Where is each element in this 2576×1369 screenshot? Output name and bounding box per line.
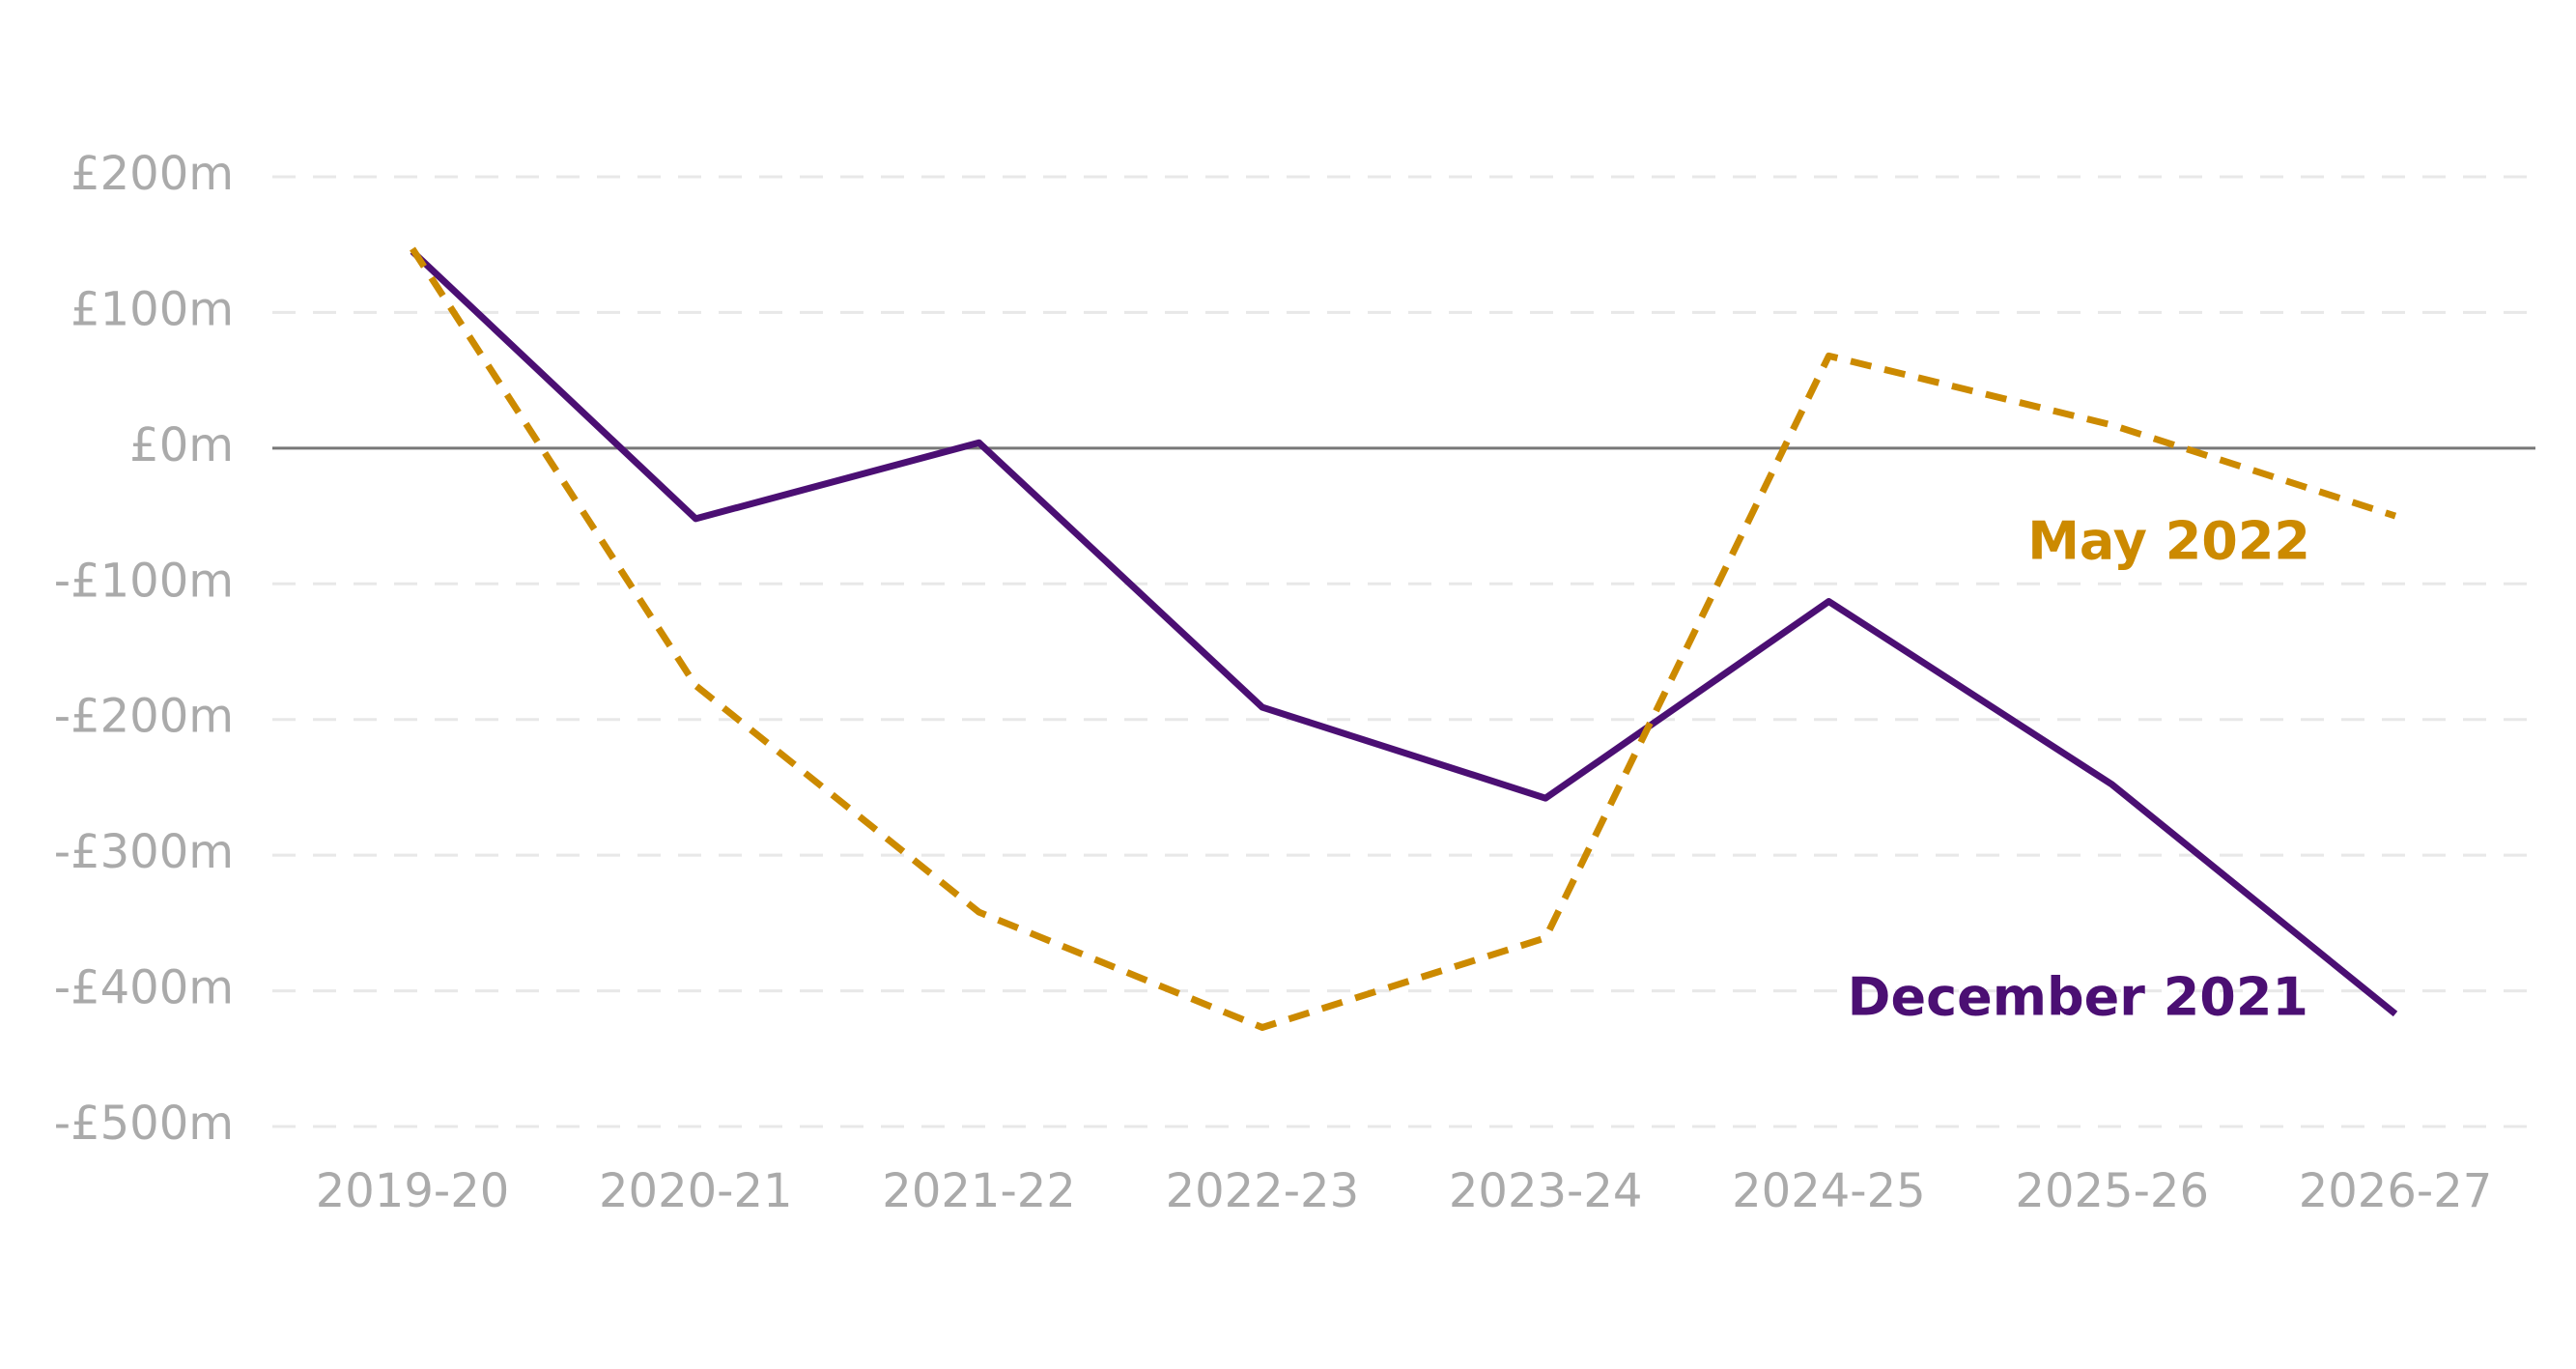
x-tick-label: 2021-22 [882, 1164, 1076, 1218]
y-tick-label: -£200m [54, 690, 234, 744]
series-line [410, 246, 2397, 1031]
series-label: December 2021 [1848, 967, 2308, 1028]
y-tick-label: £0m [129, 418, 234, 472]
y-tick-label: -£100m [54, 554, 234, 608]
x-tick-label: 2023-24 [1449, 1164, 1643, 1218]
y-tick-label: £200m [71, 147, 234, 201]
y-tick-label: -£400m [54, 961, 234, 1015]
series-line [410, 248, 2398, 1017]
series-label: May 2022 [2027, 511, 2310, 572]
y-tick-label: -£300m [54, 825, 234, 879]
x-tick-label: 2022-23 [1166, 1164, 1360, 1218]
y-tick-label: -£500m [54, 1097, 234, 1151]
x-tick-label: 2019-20 [316, 1164, 510, 1218]
x-tick-label: 2026-27 [2299, 1164, 2493, 1218]
x-tick-label: 2025-26 [2015, 1164, 2209, 1218]
x-tick-label: 2020-21 [599, 1164, 793, 1218]
y-tick-label: £100m [71, 282, 234, 336]
x-tick-label: 2024-25 [1732, 1164, 1926, 1218]
